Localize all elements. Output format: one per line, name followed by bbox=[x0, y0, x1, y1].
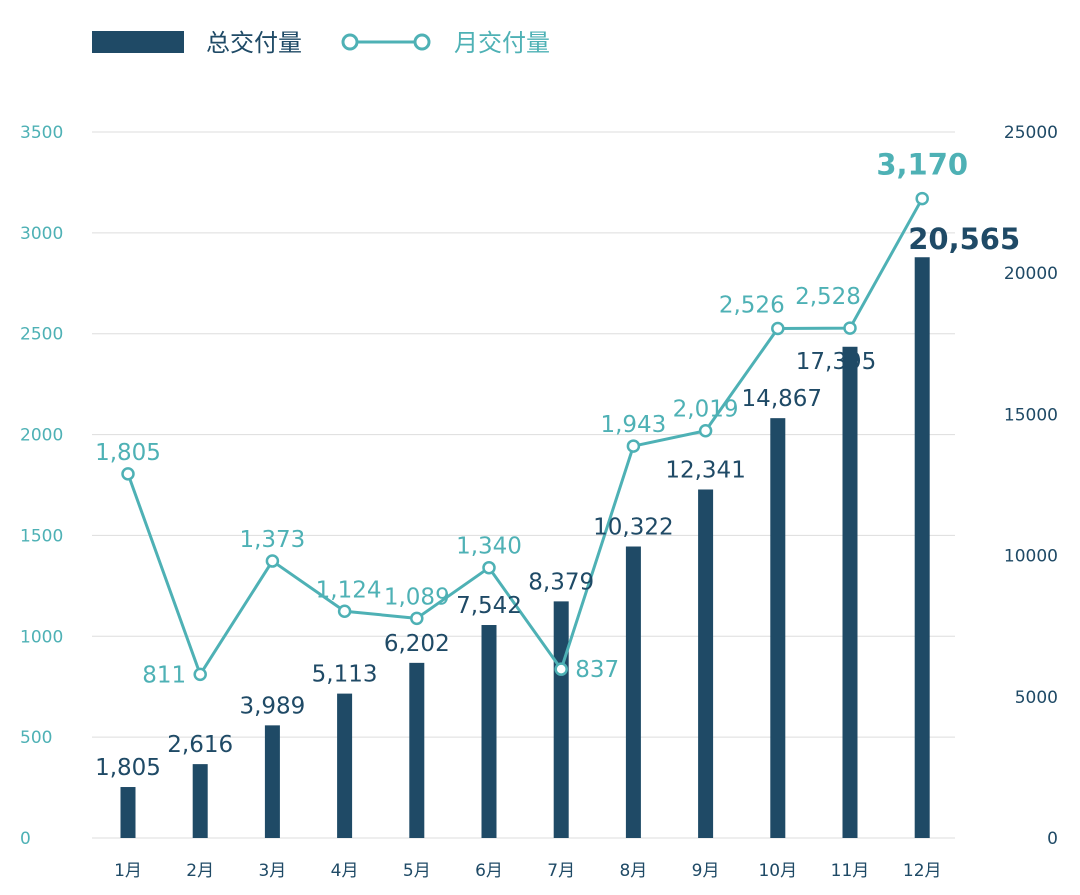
line-path bbox=[126, 197, 924, 676]
left-tick-label: 0 bbox=[20, 829, 31, 849]
left-tick-label: 3500 bbox=[20, 123, 63, 143]
line-value-label: 811 bbox=[142, 662, 186, 688]
x-tick-label: 10月 bbox=[758, 861, 797, 881]
bar bbox=[842, 346, 858, 838]
line-point bbox=[843, 321, 857, 335]
bar-value-label: 20,565 bbox=[908, 222, 1020, 256]
left-tick-label: 1500 bbox=[20, 526, 63, 546]
bar bbox=[264, 725, 280, 838]
bar-value-label: 6,202 bbox=[384, 631, 450, 657]
line-point bbox=[698, 423, 713, 438]
line-series bbox=[121, 191, 929, 682]
bar-value-label: 7,542 bbox=[456, 593, 522, 619]
line-point bbox=[915, 191, 929, 206]
line-value-label: 1,124 bbox=[316, 577, 382, 603]
line-point bbox=[771, 321, 785, 336]
line-point bbox=[121, 467, 135, 481]
left-axis: 0 500 1000 1500 2000 2500 3000 3500 bbox=[20, 123, 63, 849]
line-point bbox=[193, 667, 207, 682]
x-tick-label: 1月 bbox=[114, 861, 142, 881]
bar bbox=[698, 489, 714, 838]
legend-line-label: 月交付量 bbox=[454, 29, 550, 57]
x-tick-label: 8月 bbox=[619, 861, 647, 881]
left-tick-label: 2000 bbox=[20, 426, 63, 446]
bar-value-label: 17,395 bbox=[796, 349, 876, 375]
bar bbox=[770, 418, 786, 838]
gridlines bbox=[92, 131, 955, 839]
x-tick-label: 12月 bbox=[903, 861, 942, 881]
legend-line-marker-left bbox=[341, 33, 359, 51]
x-tick-label: 7月 bbox=[547, 861, 575, 881]
bar-value-label: 12,341 bbox=[665, 457, 745, 483]
bar-value-label: 8,379 bbox=[528, 569, 594, 595]
bar bbox=[192, 764, 208, 838]
bar-series bbox=[120, 257, 930, 838]
bar bbox=[914, 257, 930, 838]
line-value-label: 1,805 bbox=[95, 440, 161, 466]
line-point bbox=[265, 554, 280, 568]
bar bbox=[553, 601, 569, 838]
x-tick-label: 4月 bbox=[331, 861, 359, 881]
line-point bbox=[337, 604, 352, 619]
legend: 总交付量 月交付量 bbox=[92, 29, 550, 57]
x-tick-label: 5月 bbox=[403, 861, 431, 881]
right-tick-label: 0 bbox=[1047, 829, 1058, 849]
right-tick-label: 10000 bbox=[1004, 547, 1058, 567]
line-point bbox=[410, 611, 424, 626]
bar bbox=[625, 546, 641, 838]
left-tick-label: 2500 bbox=[20, 325, 63, 345]
bar bbox=[481, 625, 497, 838]
bar-value-label: 1,805 bbox=[95, 755, 161, 781]
line-value-label: 1,089 bbox=[384, 584, 450, 610]
line-value-label: 2,528 bbox=[795, 284, 861, 310]
line-point bbox=[482, 560, 496, 575]
line-value-label: 1,340 bbox=[456, 534, 522, 560]
x-tick-label: 11月 bbox=[831, 861, 870, 881]
bar-value-label: 3,989 bbox=[239, 693, 305, 719]
right-tick-label: 15000 bbox=[1004, 405, 1058, 425]
right-tick-label: 5000 bbox=[1015, 688, 1058, 708]
line-value-label: 1,373 bbox=[239, 527, 305, 553]
left-tick-label: 3000 bbox=[20, 224, 63, 244]
x-tick-label: 9月 bbox=[692, 861, 720, 881]
line-value-label: 1,943 bbox=[600, 412, 666, 438]
line-value-label: 837 bbox=[575, 657, 619, 683]
x-axis: 1月 2月 3月 4月 5月 6月 7月 8月 9月 10月 11月 12月 bbox=[114, 861, 941, 881]
left-tick-label: 1000 bbox=[20, 627, 63, 647]
line-value-label: 3,170 bbox=[876, 148, 968, 182]
bar bbox=[409, 662, 425, 838]
right-tick-label: 25000 bbox=[1004, 123, 1058, 143]
bar-value-label: 10,322 bbox=[593, 515, 673, 541]
bar-value-label: 2,616 bbox=[167, 732, 233, 758]
bar bbox=[337, 693, 353, 838]
line-value-label: 2,019 bbox=[673, 397, 739, 423]
x-tick-label: 2月 bbox=[186, 861, 214, 881]
legend-bar-label: 总交付量 bbox=[206, 29, 302, 57]
bar bbox=[120, 787, 136, 838]
line-point bbox=[626, 439, 641, 453]
left-tick-label: 500 bbox=[20, 728, 52, 748]
bar-labels: 1,8052,6163,9895,1136,2027,5428,37910,32… bbox=[95, 222, 1020, 781]
legend-bar-swatch bbox=[92, 31, 184, 53]
bar-value-label: 5,113 bbox=[312, 662, 378, 688]
x-tick-label: 3月 bbox=[258, 861, 286, 881]
line-value-label: 2,526 bbox=[719, 292, 785, 318]
x-tick-label: 6月 bbox=[475, 861, 503, 881]
bar-value-label: 14,867 bbox=[742, 386, 822, 412]
right-tick-label: 20000 bbox=[1004, 264, 1058, 284]
legend-line-marker-right bbox=[413, 33, 431, 51]
right-axis: 0 5000 10000 15000 20000 25000 bbox=[1004, 123, 1058, 849]
line-point bbox=[554, 662, 568, 676]
